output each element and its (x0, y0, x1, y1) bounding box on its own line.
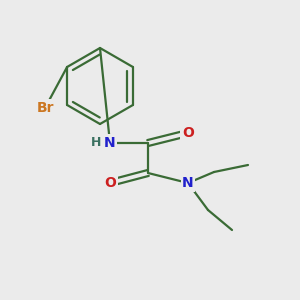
Text: Br: Br (36, 101, 54, 115)
Text: O: O (182, 126, 194, 140)
Text: O: O (104, 176, 116, 190)
Text: N: N (104, 136, 116, 150)
Text: N: N (182, 176, 194, 190)
Text: H: H (91, 136, 101, 149)
